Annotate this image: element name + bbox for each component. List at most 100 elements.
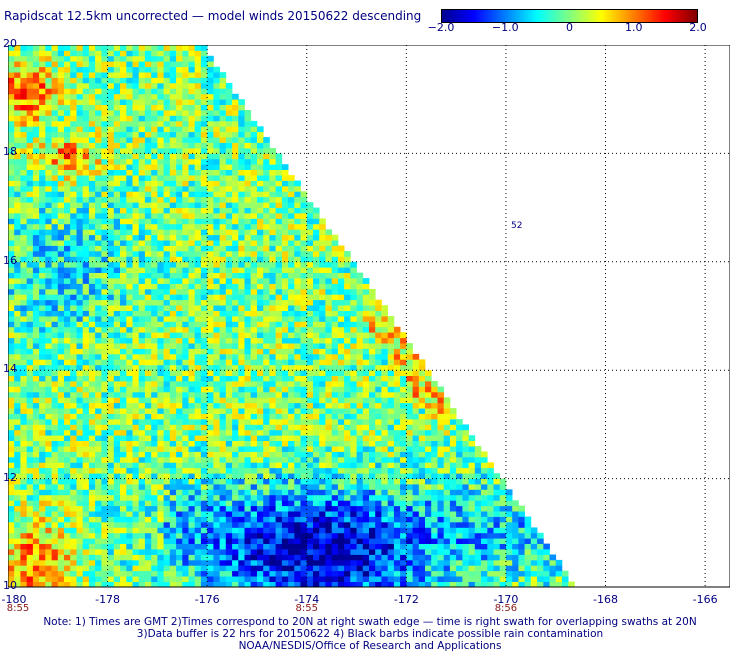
wind-difference-cell	[313, 538, 320, 544]
wind-difference-cell	[238, 294, 245, 300]
wind-difference-cell	[245, 549, 252, 555]
wind-difference-cell	[114, 300, 121, 306]
wind-difference-cell	[8, 414, 15, 420]
wind-difference-cell	[176, 267, 183, 273]
wind-difference-cell	[170, 484, 177, 490]
wind-difference-cell	[201, 397, 208, 403]
wind-difference-cell	[176, 468, 183, 474]
wind-difference-cell	[207, 408, 214, 414]
wind-difference-cell	[338, 430, 345, 436]
wind-difference-cell	[145, 506, 152, 512]
wind-difference-cell	[45, 251, 52, 257]
wind-difference-cell	[39, 517, 46, 523]
wind-difference-cell	[133, 213, 140, 219]
wind-difference-cell	[64, 414, 71, 420]
wind-difference-cell	[126, 414, 133, 420]
wind-difference-cell	[39, 370, 46, 376]
wind-difference-cell	[164, 229, 171, 235]
wind-difference-cell	[164, 224, 171, 230]
wind-difference-cell	[189, 381, 196, 387]
wind-difference-cell	[195, 332, 202, 338]
wind-difference-cell	[269, 273, 276, 279]
wind-difference-cell	[120, 489, 127, 495]
wind-difference-cell	[251, 506, 258, 512]
wind-difference-cell	[332, 381, 339, 387]
wind-difference-cell	[282, 555, 289, 561]
wind-difference-cell	[114, 506, 121, 512]
wind-difference-cell	[207, 218, 214, 224]
wind-difference-cell	[33, 555, 40, 561]
wind-difference-cell	[245, 300, 252, 306]
wind-difference-cell	[325, 522, 332, 528]
wind-difference-cell	[301, 522, 308, 528]
wind-difference-cell	[301, 414, 308, 420]
wind-difference-cell	[245, 381, 252, 387]
wind-difference-cell	[220, 240, 227, 246]
wind-difference-cell	[444, 430, 451, 436]
wind-difference-cell	[95, 251, 102, 257]
wind-difference-cell	[89, 403, 96, 409]
wind-difference-cell	[220, 441, 227, 447]
wind-difference-cell	[301, 446, 308, 452]
wind-difference-cell	[157, 517, 164, 523]
wind-difference-cell	[394, 576, 401, 582]
wind-difference-cell	[95, 235, 102, 241]
wind-difference-cell	[506, 489, 513, 495]
wind-difference-cell	[375, 441, 382, 447]
wind-difference-cell	[126, 517, 133, 523]
wind-difference-cell	[375, 381, 382, 387]
wind-difference-cell	[269, 392, 276, 398]
wind-difference-cell	[487, 484, 494, 490]
wind-difference-cell	[332, 327, 339, 333]
wind-difference-cell	[381, 321, 388, 327]
wind-difference-cell	[232, 267, 239, 273]
wind-difference-cell	[238, 408, 245, 414]
wind-difference-cell	[226, 576, 233, 582]
wind-difference-cell	[388, 484, 395, 490]
wind-difference-cell	[226, 294, 233, 300]
wind-difference-cell	[64, 452, 71, 458]
wind-difference-cell	[375, 370, 382, 376]
wind-difference-cell	[20, 489, 27, 495]
wind-difference-cell	[64, 544, 71, 550]
wind-difference-cell	[220, 202, 227, 208]
wind-difference-cell	[176, 495, 183, 501]
wind-difference-cell	[363, 452, 370, 458]
wind-difference-cell	[394, 473, 401, 479]
wind-difference-cell	[282, 419, 289, 425]
wind-difference-cell	[344, 392, 351, 398]
wind-difference-cell	[450, 462, 457, 468]
wind-difference-cell	[301, 408, 308, 414]
wind-difference-cell	[220, 446, 227, 452]
wind-difference-cell	[151, 300, 158, 306]
wind-difference-cell	[101, 517, 108, 523]
wind-difference-cell	[108, 316, 115, 322]
wind-difference-cell	[33, 538, 40, 544]
wind-difference-cell	[70, 305, 77, 311]
wind-difference-cell	[45, 462, 52, 468]
wind-difference-cell	[114, 284, 121, 290]
wind-difference-cell	[39, 284, 46, 290]
wind-difference-cell	[525, 533, 532, 539]
wind-difference-cell	[145, 441, 152, 447]
wind-difference-cell	[120, 229, 127, 235]
wind-difference-cell	[369, 381, 376, 387]
wind-difference-cell	[33, 489, 40, 495]
wind-difference-cell	[33, 506, 40, 512]
wind-difference-cell	[157, 202, 164, 208]
wind-difference-cell	[182, 511, 189, 517]
wind-difference-cell	[64, 446, 71, 452]
wind-difference-cell	[83, 484, 90, 490]
wind-difference-cell	[213, 332, 220, 338]
wind-difference-cell	[189, 484, 196, 490]
wind-difference-cell	[325, 359, 332, 365]
wind-difference-cell	[39, 218, 46, 224]
wind-difference-cell	[77, 506, 84, 512]
wind-difference-cell	[294, 300, 301, 306]
wind-difference-cell	[176, 246, 183, 252]
wind-difference-cell	[20, 349, 27, 355]
wind-difference-cell	[151, 381, 158, 387]
wind-difference-cell	[263, 218, 270, 224]
wind-difference-cell	[195, 376, 202, 382]
wind-difference-cell	[77, 392, 84, 398]
